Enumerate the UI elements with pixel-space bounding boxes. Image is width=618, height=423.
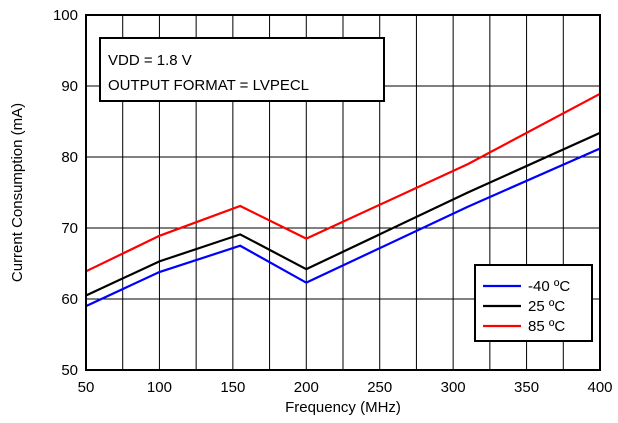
x-tick-labels: 50 100 150 200 250 300 350 400 bbox=[78, 379, 613, 396]
y-axis-label: Current Consumption (mA) bbox=[9, 103, 26, 282]
y-tick-label: 50 bbox=[61, 362, 78, 379]
series-line bbox=[85, 131, 601, 297]
x-tick-label: 400 bbox=[587, 379, 612, 396]
series-line bbox=[85, 92, 601, 273]
x-tick-label: 200 bbox=[294, 379, 319, 396]
annotation-line-output-format: OUTPUT FORMAT = LVPECL bbox=[108, 77, 309, 94]
x-tick-label: 150 bbox=[220, 379, 245, 396]
legend: -40 ºC 25 ºC 85 ºC bbox=[474, 264, 593, 342]
x-tick-label: 300 bbox=[441, 379, 466, 396]
y-tick-label: 100 bbox=[53, 7, 78, 24]
legend-label: -40 ºC bbox=[528, 278, 570, 295]
annotation-line-vdd: VDD = 1.8 V bbox=[108, 52, 192, 69]
legend-label: 85 ºC bbox=[528, 318, 565, 335]
y-tick-label: 90 bbox=[61, 78, 78, 95]
series-lines bbox=[85, 92, 601, 308]
plot-area-frame bbox=[85, 14, 601, 371]
y-tick-label: 70 bbox=[61, 220, 78, 237]
x-tick-label: 50 bbox=[78, 379, 95, 396]
x-tick-label: 250 bbox=[367, 379, 392, 396]
x-tick-label: 100 bbox=[147, 379, 172, 396]
annotation-box: VDD = 1.8 V OUTPUT FORMAT = LVPECL bbox=[99, 37, 385, 102]
y-tick-label: 60 bbox=[61, 291, 78, 308]
x-axis-label: Frequency (MHz) bbox=[285, 399, 401, 416]
x-tick-label: 350 bbox=[514, 379, 539, 396]
y-tick-labels: 50 60 70 80 90 100 bbox=[53, 7, 78, 379]
legend-label: 25 ºC bbox=[528, 298, 565, 315]
y-tick-label: 80 bbox=[61, 149, 78, 166]
series-line bbox=[85, 147, 601, 308]
